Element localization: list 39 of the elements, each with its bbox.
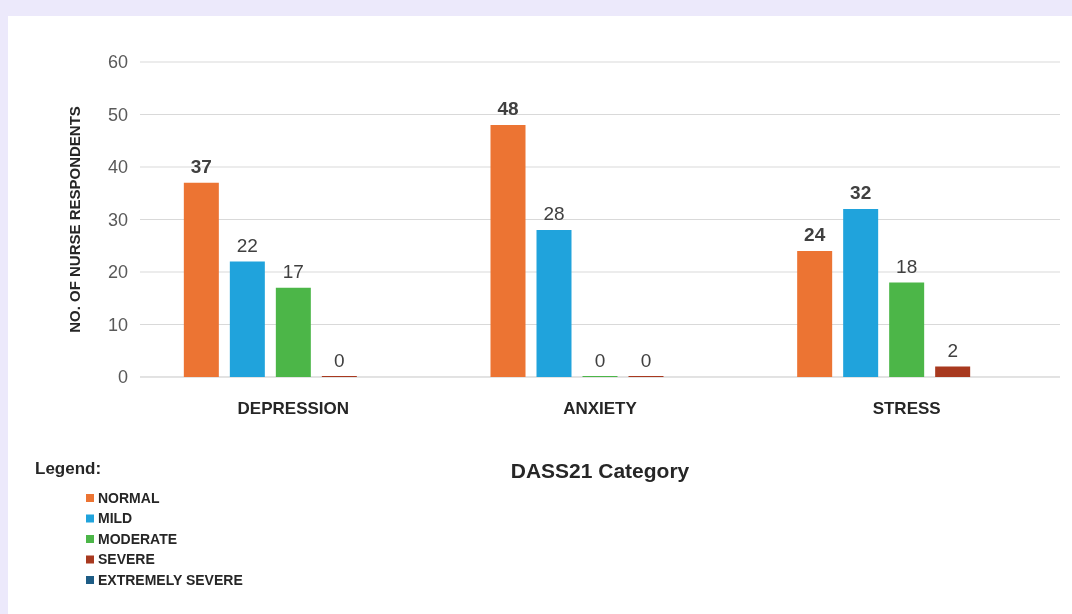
- data-label: 37: [190, 155, 212, 177]
- legend-label: MILD: [98, 510, 133, 527]
- data-label: 0: [594, 350, 606, 371]
- data-label: 48: [497, 98, 519, 119]
- x-tick-label: STRESS: [872, 399, 941, 418]
- bar: [275, 287, 311, 377]
- legend-title: Legend:: [35, 459, 102, 478]
- legend-label: NORMAL: [98, 489, 160, 506]
- bar: [536, 230, 572, 377]
- bar: [843, 209, 879, 377]
- data-label: 32: [850, 182, 872, 203]
- data-label: 2: [947, 339, 958, 361]
- bar: [797, 251, 833, 377]
- data-label: 17: [282, 260, 304, 282]
- y-axis-title: NO. OF NURSE RESPONDENTS: [66, 106, 83, 333]
- data-label: 18: [896, 255, 918, 277]
- bar: [183, 182, 219, 377]
- data-label: 0: [334, 350, 345, 371]
- y-tick-label: 40: [107, 157, 128, 178]
- x-axis-title: DASS21 Category: [510, 459, 690, 482]
- legend-label: SEVERE: [98, 551, 155, 568]
- bar: [490, 125, 526, 377]
- data-label: 22: [236, 234, 258, 256]
- bar: [229, 261, 265, 377]
- bar: [935, 366, 971, 377]
- y-tick-label: 10: [107, 314, 128, 335]
- legend-label: MODERATE: [98, 530, 178, 547]
- data-label: 24: [804, 224, 826, 245]
- bar: [889, 282, 925, 377]
- y-tick-label: 60: [107, 52, 128, 73]
- y-tick-label: 50: [107, 104, 128, 125]
- x-tick-label: ANXIETY: [563, 399, 638, 418]
- y-tick-label: 0: [117, 367, 128, 388]
- data-label: 28: [543, 203, 565, 224]
- x-tick-label: DEPRESSION: [237, 399, 350, 418]
- data-label: 0: [640, 350, 652, 371]
- y-tick-label: 20: [107, 262, 128, 283]
- legend-label: EXTREMELY SEVERE: [98, 571, 243, 588]
- y-tick-label: 30: [107, 209, 128, 230]
